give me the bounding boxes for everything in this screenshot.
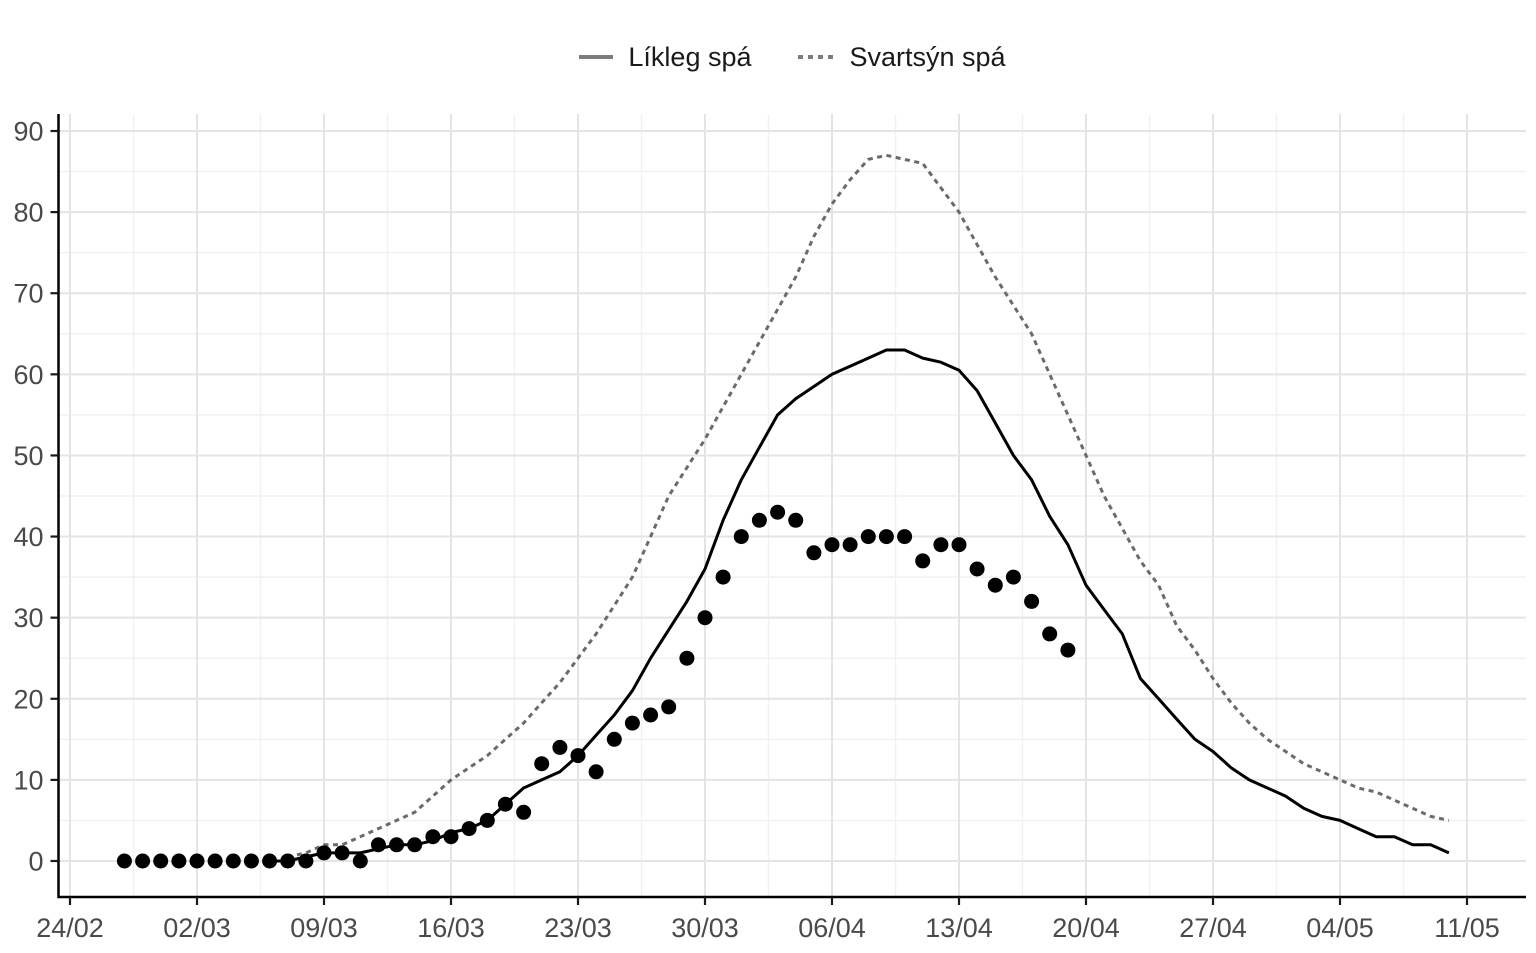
svg-text:20: 20 bbox=[13, 684, 43, 714]
y-axis-labels: 0 10 20 30 40 50 60 70 80 90 bbox=[13, 117, 43, 877]
svg-text:60: 60 bbox=[13, 360, 43, 390]
svg-text:27/04: 27/04 bbox=[1179, 913, 1247, 943]
svg-text:0: 0 bbox=[28, 847, 43, 877]
svg-text:10: 10 bbox=[13, 765, 43, 795]
svg-text:06/04: 06/04 bbox=[798, 913, 866, 943]
svg-text:20/04: 20/04 bbox=[1052, 913, 1120, 943]
gridlines-major bbox=[58, 114, 1526, 897]
svg-text:13/04: 13/04 bbox=[925, 913, 993, 943]
svg-text:24/02: 24/02 bbox=[36, 913, 104, 943]
gridlines-minor bbox=[58, 114, 1526, 897]
x-axis-labels: 24/02 02/03 09/03 16/03 23/03 30/03 06/04 13/04… bbox=[36, 913, 1500, 943]
svg-text:04/05: 04/05 bbox=[1306, 913, 1374, 943]
svg-text:02/03: 02/03 bbox=[163, 913, 231, 943]
dashed-line-key-icon bbox=[797, 55, 835, 59]
svg-text:30: 30 bbox=[13, 603, 43, 633]
svg-text:50: 50 bbox=[13, 441, 43, 471]
likely-line bbox=[269, 348, 1450, 863]
svg-text:16/03: 16/03 bbox=[417, 913, 485, 943]
svg-text:70: 70 bbox=[13, 279, 43, 309]
legend-item-pessimistic: Svartsýn spá bbox=[797, 41, 1006, 72]
svg-text:80: 80 bbox=[13, 198, 43, 228]
svg-text:30/03: 30/03 bbox=[671, 913, 739, 943]
tick-marks bbox=[50, 129, 1469, 905]
chart-legend: Líkleg spá Svartsýn spá bbox=[59, 38, 1526, 76]
svg-text:90: 90 bbox=[13, 117, 43, 147]
pessimistic-line bbox=[287, 153, 1450, 859]
legend-item-likely: Líkleg spá bbox=[579, 41, 752, 72]
svg-text:40: 40 bbox=[13, 522, 43, 552]
legend-label-likely: Líkleg spá bbox=[628, 41, 752, 72]
legend-label-pessimistic: Svartsýn spá bbox=[849, 41, 1006, 72]
svg-text:09/03: 09/03 bbox=[290, 913, 358, 943]
svg-text:23/03: 23/03 bbox=[544, 913, 612, 943]
solid-line-key-icon bbox=[579, 55, 614, 59]
observed-points bbox=[116, 504, 1076, 869]
svg-text:11/05: 11/05 bbox=[1434, 913, 1500, 943]
